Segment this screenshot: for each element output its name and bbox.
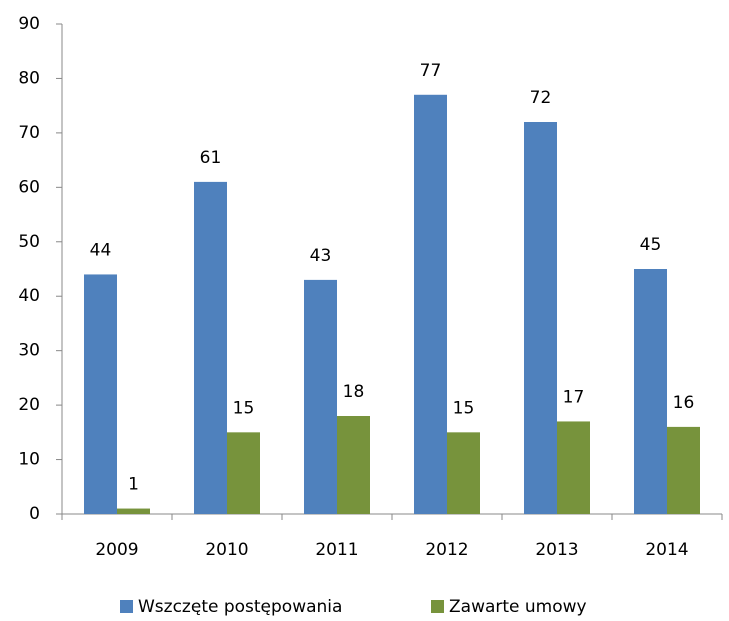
bar: [414, 94, 447, 515]
x-tick-label: 2013: [535, 540, 578, 560]
data-label: 77: [420, 61, 442, 81]
bar: [667, 426, 700, 514]
y-tick-label: 90: [18, 14, 40, 34]
data-label: 1: [128, 475, 139, 495]
y-tick-label: 0: [29, 504, 40, 524]
x-tick-label: 2011: [315, 540, 358, 560]
legend-label: Wszczęte postępowania: [138, 597, 342, 617]
data-label: 72: [530, 88, 552, 108]
data-label: 43: [310, 246, 332, 266]
y-tick-label: 10: [18, 450, 40, 470]
bar: [84, 274, 117, 514]
data-label: 17: [563, 387, 585, 407]
x-tick-label: 2010: [205, 540, 248, 560]
y-tick-label: 80: [18, 68, 40, 88]
data-label: 16: [673, 393, 695, 413]
y-tick-label: 30: [18, 341, 40, 361]
legend-label: Zawarte umowy: [449, 597, 587, 617]
x-tick-label: 2012: [425, 540, 468, 560]
data-label: 44: [90, 240, 112, 260]
data-label: 45: [640, 235, 662, 255]
data-label: 15: [453, 398, 475, 418]
bar: [117, 508, 150, 514]
data-label: 18: [343, 382, 365, 402]
bar: [634, 269, 667, 514]
bar: [447, 432, 480, 514]
bar: [304, 279, 337, 514]
y-tick-label: 20: [18, 395, 40, 415]
legend-swatch: [120, 600, 133, 613]
bar: [557, 421, 590, 514]
x-tick-label: 2014: [645, 540, 688, 560]
bar: [227, 432, 260, 514]
y-tick-label: 60: [18, 177, 40, 197]
y-tick-label: 70: [18, 123, 40, 143]
bar: [337, 416, 370, 514]
legend-swatch: [431, 600, 444, 613]
data-label: 15: [233, 398, 255, 418]
x-tick-label: 2009: [95, 540, 138, 560]
bar: [194, 181, 227, 514]
bar: [524, 122, 557, 514]
y-tick-label: 40: [18, 286, 40, 306]
y-tick-label: 50: [18, 232, 40, 252]
data-label: 61: [200, 148, 222, 168]
